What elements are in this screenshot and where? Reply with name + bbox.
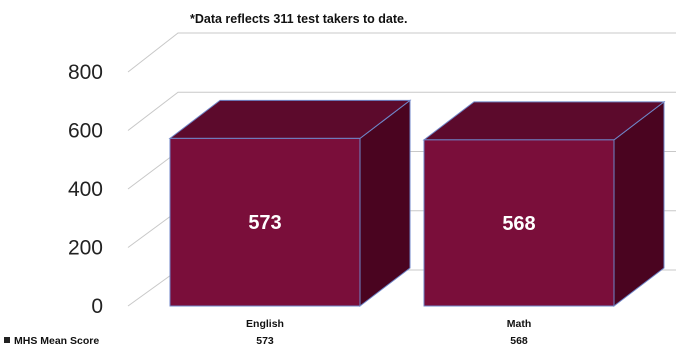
bar: 573 [168,99,412,308]
bar-front [169,137,361,307]
table-value: 573 [256,335,274,347]
category-label: English [246,318,284,330]
chart-note: *Data reflects 311 test takers to date. [190,12,407,26]
y-tick-label: 0 [91,295,103,318]
bar-front [423,139,615,307]
y-axis-ticks: 0 200 400 600 800 [68,61,103,318]
gridline [127,32,676,73]
y-tick-label: 200 [68,237,103,260]
legend-swatch [4,337,10,343]
bar: 568 [422,100,666,308]
gridline [127,91,676,131]
bar-value-label: 568 [502,213,535,235]
legend-label: MHS Mean Score [14,335,99,347]
data-table: English 573 Math 568 MHS Mean Score [4,318,531,347]
y-tick-label: 600 [68,120,103,143]
y-tick-label: 800 [68,61,103,84]
y-tick-label: 400 [68,178,103,201]
table-value: 568 [510,335,528,347]
bar-value-label: 573 [248,212,281,234]
bars: 573 568 [168,99,666,308]
category-label: Math [507,318,532,330]
